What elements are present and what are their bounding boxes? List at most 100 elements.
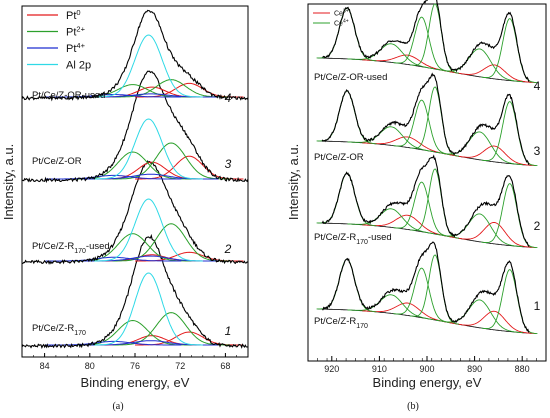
panel-a-sample-label-4-base: Pt/Ce/Z-OR-used xyxy=(32,90,105,101)
panel-a-sample-label-2-base: Pt/Ce/Z-R xyxy=(32,241,74,252)
panel-a-caption: (a) xyxy=(112,401,123,412)
spectrum-3-ce4-component xyxy=(316,90,377,145)
spectrum-1-ce4-component xyxy=(393,267,450,324)
spectrum-1-pt2-component xyxy=(112,312,230,346)
spectrum-2-envelope xyxy=(321,154,530,247)
spectrum-3-al2p-component xyxy=(94,118,203,180)
panel-b-sample-label-2-suffix: -used xyxy=(368,232,392,243)
spectrum-4-pt2-component xyxy=(112,79,230,98)
panel-b-x-axis-title: Binding energy, eV xyxy=(373,375,482,390)
spectrum-1-envelope xyxy=(322,241,530,333)
spectrum-1-ce4-component xyxy=(435,299,523,334)
spectrum-1-ce4-component xyxy=(410,254,459,325)
panel-b-legend-label-superscript: 3+ xyxy=(343,9,349,15)
panel-b-spectrum-index-4: 4 xyxy=(534,79,541,93)
panel-b-sample-label-1: Pt/Ce/Z-R170 xyxy=(314,316,368,330)
panel-b-curves xyxy=(316,0,538,335)
panel-b-legend: Ce3+Ce4+ xyxy=(313,9,349,28)
panel-b-frame xyxy=(307,3,547,362)
spectrum-4-ce4-component xyxy=(316,7,377,62)
panel-a-sample-label-1: Pt/Ce/Z-R170 xyxy=(32,323,86,337)
spectrum-2-ce3-component xyxy=(362,214,453,238)
panel-a-x-tick-label: 76 xyxy=(130,361,140,371)
spectrum-1-ce3-component xyxy=(452,310,536,335)
panel-a-legend-label-base: Pt xyxy=(66,43,76,55)
panel-a-legend-label-base: Pt xyxy=(66,10,76,22)
spectrum-3-ce4-component xyxy=(481,101,538,167)
panel-a-spectrum-index-1: 1 xyxy=(225,324,232,338)
panel-b-sample-label-2-base: Pt/Ce/Z-R xyxy=(314,232,356,243)
panel-b-legend-label-superscript: 4+ xyxy=(343,19,349,25)
panel-a-legend-label-pt4: Pt4+ xyxy=(66,41,86,56)
panel-b-legend-label-ce3: Ce3+ xyxy=(334,9,349,18)
spectrum-3-envelope xyxy=(21,70,249,184)
spectrum-3-pt4-component xyxy=(45,174,182,180)
spectrum-2-ce3-component xyxy=(452,222,536,249)
panel-a-sample-label-4: Pt/Ce/Z-OR-used xyxy=(32,90,105,101)
panel-b-spectrum-index-1: 1 xyxy=(534,299,541,313)
spectrum-3-ce3-component xyxy=(452,145,536,167)
spectrum-3-ce4-component xyxy=(393,99,450,156)
spectrum-1-ce4-component xyxy=(347,294,435,321)
panel-a-x-ticks: 84 80 76 72 68 xyxy=(21,353,249,371)
spectrum-4-ce4-component xyxy=(481,18,538,84)
panel-a-sample-label-2-suffix: -used xyxy=(86,241,110,252)
panel-b: 920 910 900 890 880 Ce3+Ce4+ Pt/Ce/Z-R1701Pt… xyxy=(286,0,547,412)
spectrum-2-ce4-component xyxy=(347,208,435,235)
panel-a-sample-label-3-base: Pt/Ce/Z-OR xyxy=(32,156,82,167)
panel-b-sample-label-4-base: Pt/Ce/Z-OR-used xyxy=(314,72,387,83)
spectrum-4-envelope xyxy=(322,0,530,82)
panel-a-sample-label-3: Pt/Ce/Z-OR xyxy=(32,156,82,167)
spectrum-3-ce4-component xyxy=(347,126,435,153)
spectrum-4-ce4-component xyxy=(347,43,435,70)
spectrum-4-envelope xyxy=(21,9,249,102)
panel-b-caption: (b) xyxy=(407,401,419,412)
panel-b-sample-label-3-base: Pt/Ce/Z-OR xyxy=(314,152,364,163)
spectrum-1-al2p-component xyxy=(94,272,203,346)
panel-a-legend-label-base: Al 2p xyxy=(66,60,91,72)
panel-b-x-ticks: 920 910 900 890 880 xyxy=(307,356,547,374)
spectrum-1-ce3-component xyxy=(362,302,453,324)
panel-b-sample-label-4: Pt/Ce/Z-OR-used xyxy=(314,72,387,83)
panel-a-x-axis-title: Binding energy, eV xyxy=(81,375,190,390)
spectrum-2-pt2-component xyxy=(112,223,230,262)
spectrum-3-ce4-component xyxy=(410,86,459,157)
spectrum-2-ce4-component xyxy=(410,168,459,239)
panel-b-sample-label-2: Pt/Ce/Z-R170-used xyxy=(314,232,392,246)
panel-b-spectrum-index-3: 3 xyxy=(534,144,541,158)
panel-a-legend-label-al2p: Al 2p xyxy=(66,60,91,72)
panel-b-x-tick-label: 910 xyxy=(372,364,387,374)
spectrum-2-ce4-component xyxy=(316,172,377,227)
spectrum-2-envelope xyxy=(21,160,249,265)
spectrum-4-ce3-component xyxy=(452,64,536,84)
spectrum-2-ce4-component xyxy=(435,213,523,248)
panel-b-sample-label-3: Pt/Ce/Z-OR xyxy=(314,152,364,163)
panel-a-legend-label-base: Pt xyxy=(66,27,76,39)
panel-b-sample-label-1-base: Pt/Ce/Z-R xyxy=(314,316,356,327)
spectrum-3-pt2-component xyxy=(112,142,230,180)
panel-b-y-axis-title: Intensity, a.u. xyxy=(286,144,301,220)
panel-b-legend-label-base: Ce xyxy=(334,11,343,18)
panel-a-spectrum-index-3: 3 xyxy=(225,157,232,171)
panel-a-legend-label-pt0: Pt0 xyxy=(66,8,81,23)
panel-b-x-tick-label: 880 xyxy=(515,364,530,374)
panel-a-curves xyxy=(21,9,249,349)
panel-a-legend-label-superscript: 0 xyxy=(76,8,80,17)
panel-a-x-tick-label: 80 xyxy=(85,361,95,371)
panel-b-x-tick-label: 900 xyxy=(419,364,434,374)
panel-b-legend-label-base: Ce xyxy=(334,21,343,28)
spectrum-3-envelope xyxy=(321,72,530,166)
spectrum-4-al2p-component xyxy=(94,34,203,98)
spectrum-1-envelope xyxy=(21,233,249,349)
spectrum-4-ce4-component xyxy=(393,16,450,73)
panel-b-x-tick-label: 920 xyxy=(324,364,339,374)
panel-b-sample-label-2-subscript: 170 xyxy=(356,239,368,246)
panel-b-spectrum-index-2: 2 xyxy=(534,219,541,233)
panel-a-sample-label-1-subscript: 170 xyxy=(74,330,86,337)
panel-a-sample-label-1-base: Pt/Ce/Z-R xyxy=(32,323,74,334)
spectrum-2-al2p-component xyxy=(94,198,203,262)
panel-a-x-tick-label: 72 xyxy=(175,361,185,371)
